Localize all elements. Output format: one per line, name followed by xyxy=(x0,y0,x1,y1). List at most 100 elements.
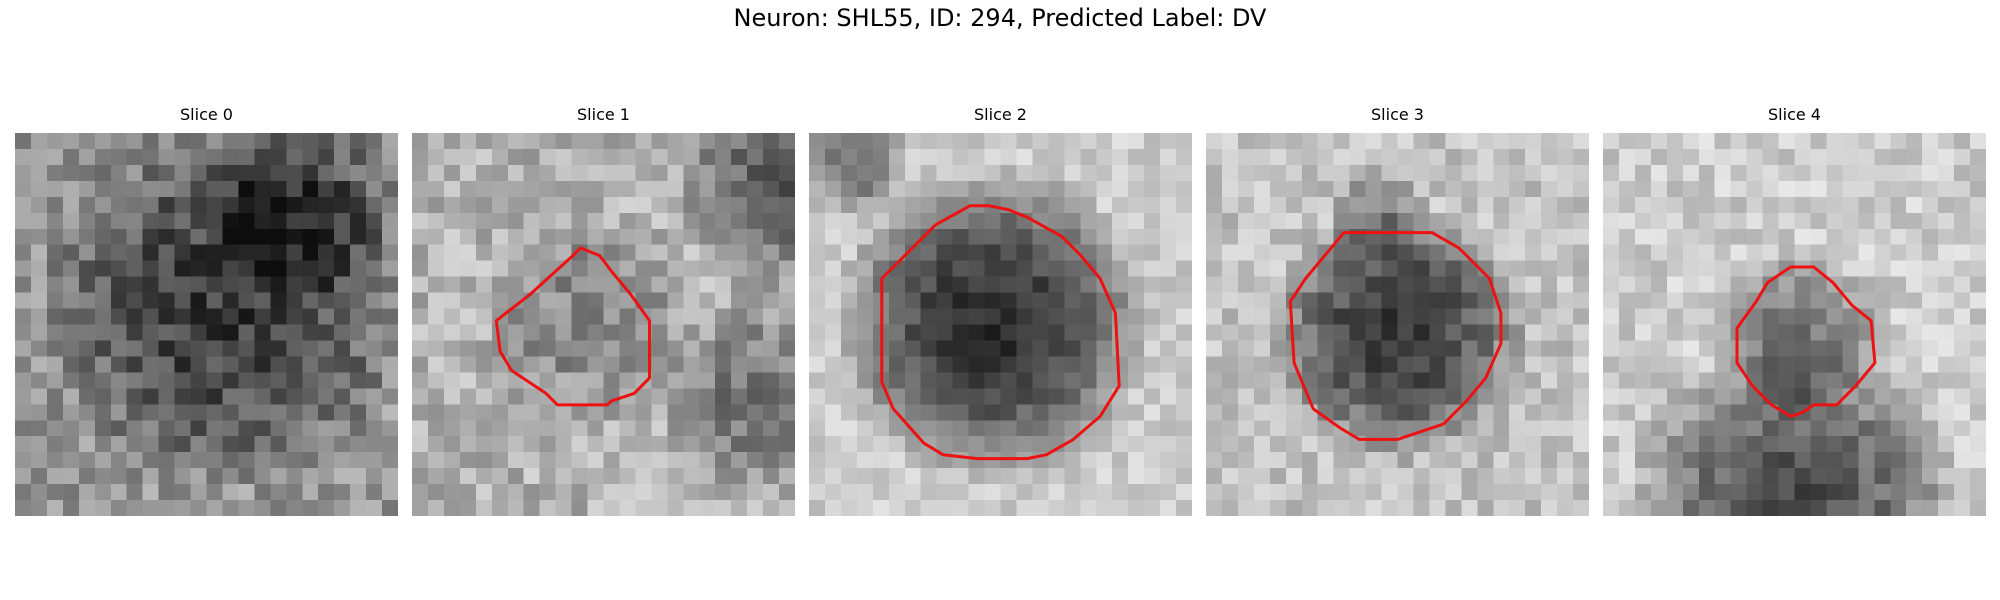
pixel xyxy=(1333,436,1351,453)
pixel xyxy=(1317,292,1335,310)
pixel xyxy=(809,436,826,453)
pixel xyxy=(1429,260,1446,278)
pixel xyxy=(1826,196,1843,214)
pixel xyxy=(459,372,477,389)
pixel xyxy=(667,308,684,326)
pixel xyxy=(683,148,700,166)
pixel xyxy=(1746,180,1764,198)
pixel xyxy=(683,133,700,150)
pixel xyxy=(238,260,255,278)
pixel xyxy=(30,468,48,485)
pixel xyxy=(334,356,351,373)
pixel xyxy=(731,356,748,373)
pixel xyxy=(952,308,970,326)
pixel xyxy=(366,500,383,516)
pixel xyxy=(1858,164,1875,182)
pixel xyxy=(1954,500,1971,516)
pixel xyxy=(1206,452,1223,469)
pixel xyxy=(1573,500,1589,516)
pixel xyxy=(824,324,842,342)
pixel xyxy=(366,292,383,310)
pixel xyxy=(699,420,716,437)
pixel xyxy=(206,468,224,485)
pixel xyxy=(1397,148,1415,166)
pixel xyxy=(1048,196,1065,214)
pixel xyxy=(539,420,557,437)
pixel xyxy=(1381,404,1399,421)
pixel xyxy=(888,500,906,516)
pixel xyxy=(507,244,525,262)
pixel xyxy=(904,180,922,198)
pixel xyxy=(94,148,112,166)
pixel xyxy=(888,148,906,166)
pixel xyxy=(286,324,303,342)
pixel xyxy=(635,388,652,405)
pixel xyxy=(1666,484,1684,501)
pixel xyxy=(78,180,96,198)
pixel xyxy=(1890,244,1907,262)
pixel xyxy=(1842,468,1859,485)
slice-title-1: Slice 1 xyxy=(577,105,630,124)
pixel xyxy=(412,340,429,358)
pixel xyxy=(270,133,287,150)
pixel xyxy=(1541,388,1558,405)
pixel xyxy=(1603,468,1620,485)
pixel xyxy=(1603,372,1620,389)
pixel xyxy=(667,292,684,310)
pixel xyxy=(1206,308,1223,326)
pixel xyxy=(174,484,192,501)
pixel xyxy=(1206,356,1223,373)
pixel xyxy=(651,356,668,373)
pixel xyxy=(174,308,192,326)
pixel xyxy=(1970,308,1986,326)
pixel xyxy=(1890,260,1907,278)
pixel xyxy=(1317,484,1335,501)
pixel xyxy=(1221,196,1239,214)
pixel xyxy=(126,260,144,278)
pixel xyxy=(1557,308,1574,326)
pixel xyxy=(619,308,637,326)
pixel xyxy=(888,324,906,342)
neuron-contour xyxy=(1735,265,1877,418)
pixel xyxy=(872,148,890,166)
pixel xyxy=(1397,212,1415,230)
pixel xyxy=(1429,148,1446,166)
pixel xyxy=(1096,500,1113,516)
pixel xyxy=(1890,324,1907,342)
pixel xyxy=(1269,388,1287,405)
pixel xyxy=(1698,276,1716,294)
pixel xyxy=(1269,164,1287,182)
pixel xyxy=(94,356,112,373)
pixel xyxy=(270,500,287,516)
pixel xyxy=(1349,196,1367,214)
pixel xyxy=(1237,244,1255,262)
pixel xyxy=(1160,228,1177,246)
pixel xyxy=(1906,276,1923,294)
pixel xyxy=(1429,404,1446,421)
pixel xyxy=(1365,276,1383,294)
pixel xyxy=(1160,468,1177,485)
pixel xyxy=(46,324,64,342)
pixel xyxy=(1858,452,1875,469)
pixel xyxy=(30,484,48,501)
pixel xyxy=(1285,324,1303,342)
pixel xyxy=(1285,484,1303,501)
pixel xyxy=(1698,388,1716,405)
pixel xyxy=(1206,196,1223,214)
pixel xyxy=(142,292,160,310)
pixel xyxy=(1890,372,1907,389)
pixel xyxy=(936,260,954,278)
pixel xyxy=(1970,356,1986,373)
pixel xyxy=(1603,420,1620,437)
pixel xyxy=(475,500,493,516)
pixel xyxy=(302,324,319,342)
pixel xyxy=(1112,228,1129,246)
pixel xyxy=(110,420,128,437)
pixel xyxy=(1080,356,1097,373)
pixel xyxy=(1525,228,1542,246)
pixel xyxy=(15,484,32,501)
pixel xyxy=(1112,500,1129,516)
pixel xyxy=(1922,500,1939,516)
pixel xyxy=(635,484,652,501)
pixel xyxy=(491,196,509,214)
